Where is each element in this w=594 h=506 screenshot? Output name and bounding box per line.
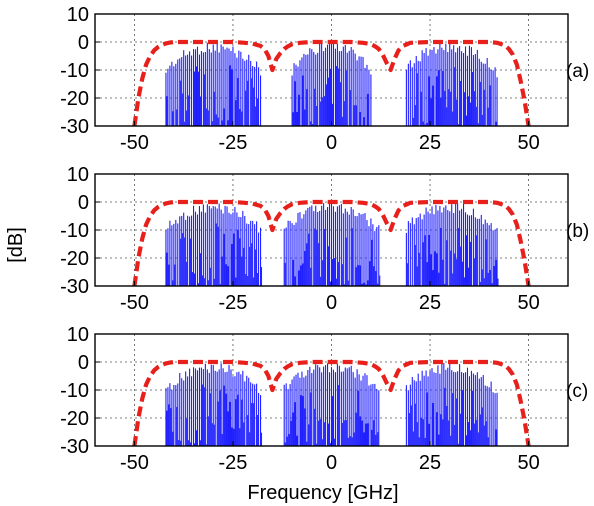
x-tick-label: -25 <box>219 292 248 314</box>
x-tick-label: 0 <box>326 452 337 474</box>
y-tick-label: 10 <box>67 164 89 186</box>
y-tick-label: -10 <box>60 60 89 82</box>
panel-2: -50 -25 0 25 50 10 0 -10 -20 -30 (b) <box>60 164 589 314</box>
x-tick-label: -50 <box>120 132 149 154</box>
y-tick-label: -30 <box>60 116 89 138</box>
x-tick-label: 25 <box>419 132 441 154</box>
y-tick-label: 10 <box>67 324 89 346</box>
y-tick-label: -30 <box>60 436 89 458</box>
x-tick-label: -50 <box>120 452 149 474</box>
x-tick-label: -50 <box>120 292 149 314</box>
x-tick-label: 50 <box>517 132 539 154</box>
y-tick-label: -30 <box>60 276 89 298</box>
x-axis-label: Frequency [GHz] <box>247 482 398 504</box>
panel-3: -50 -25 0 25 50 10 0 -10 -20 -30 (c) <box>60 324 588 474</box>
y-tick-label: -20 <box>60 88 89 110</box>
spectrum-series <box>165 362 498 446</box>
filter-response-line <box>132 359 531 446</box>
spectrum-series <box>165 42 498 126</box>
y-tick-label: 0 <box>78 32 89 54</box>
panel-label: (c) <box>566 381 588 402</box>
y-tick-label: -20 <box>60 408 89 430</box>
y-tick-label: 0 <box>78 352 89 374</box>
filter-response-line <box>132 39 531 126</box>
x-tick-label: -25 <box>219 452 248 474</box>
filter-response-line <box>132 199 531 286</box>
y-tick-label: 0 <box>78 192 89 214</box>
x-tick-label: 50 <box>517 292 539 314</box>
y-tick-label: -20 <box>60 248 89 270</box>
panel-label: (b) <box>566 221 589 242</box>
x-tick-label: 25 <box>419 452 441 474</box>
x-tick-label: 50 <box>517 452 539 474</box>
y-axis-label: [dB] <box>5 227 27 263</box>
x-tick-label: -25 <box>219 132 248 154</box>
x-tick-label: 0 <box>326 132 337 154</box>
panel-1: -50 -25 0 25 50 10 0 -10 -20 -30 (a) <box>60 4 589 154</box>
spectrum-series <box>165 202 499 286</box>
y-tick-label: -10 <box>60 380 89 402</box>
panel-label: (a) <box>566 61 589 82</box>
x-tick-label: 0 <box>326 292 337 314</box>
y-tick-label: 10 <box>67 4 89 26</box>
y-tick-label: -10 <box>60 220 89 242</box>
x-tick-label: 25 <box>419 292 441 314</box>
